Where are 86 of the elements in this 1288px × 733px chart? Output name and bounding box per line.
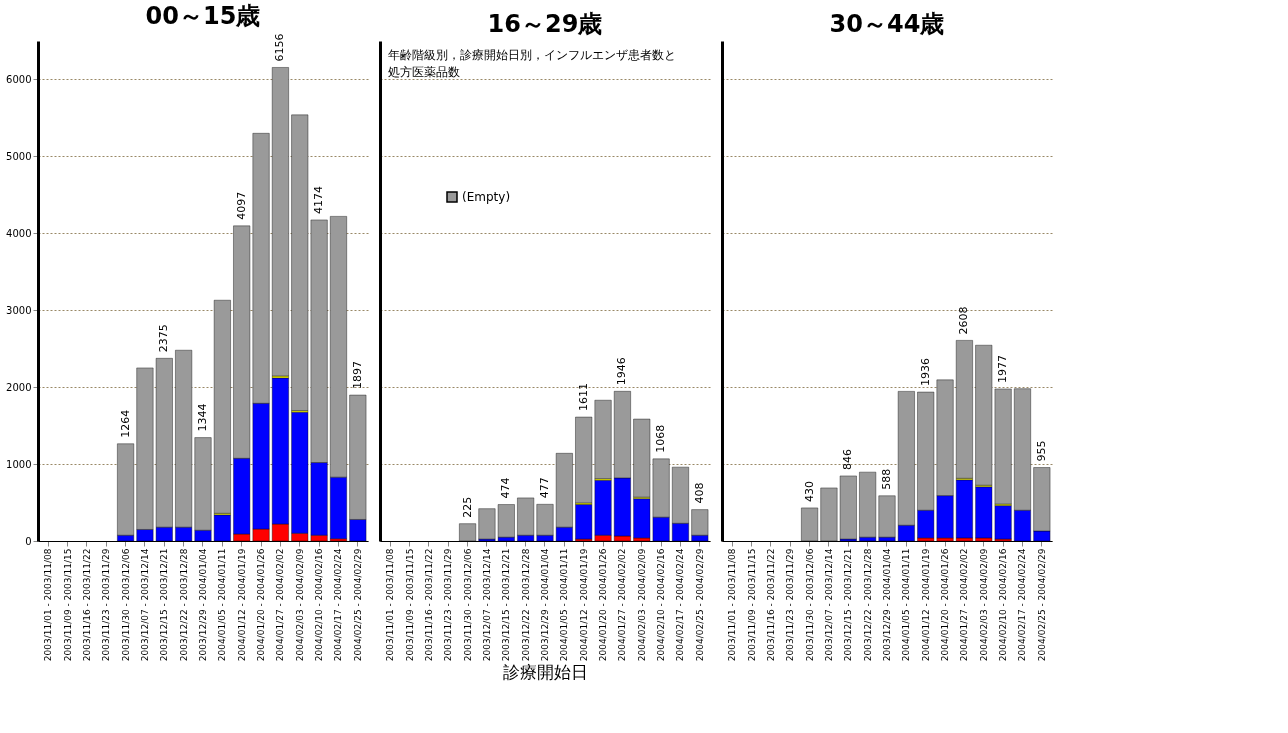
x-tick-label: 2003/11/01 - 2003/11/08 [43, 548, 54, 662]
total-label: 1977 [996, 354, 1010, 383]
total-label: 2375 [157, 324, 171, 353]
x-tick-label: 2003/11/16 - 2003/11/22 [81, 548, 92, 662]
x-tick-label: 2003/11/09 - 2003/11/15 [746, 548, 757, 662]
y-tick-label: 4000 [6, 227, 32, 239]
x-tick-label: 2003/12/22 - 2003/12/28 [178, 548, 189, 662]
x-tick-label: 2004/02/17 - 2004/02/24 [1017, 548, 1028, 662]
legend-label: (Empty) [462, 190, 511, 204]
x-tick-label: 2003/12/07 - 2003/12/14 [139, 548, 150, 662]
x-tick-label: 2003/11/30 - 2003/12/06 [120, 548, 131, 662]
x-tick-label: 2003/12/22 - 2003/12/28 [520, 548, 531, 662]
y-tick-label: 6000 [6, 73, 32, 85]
total-label: 588 [880, 468, 893, 490]
x-tick-label: 2004/02/03 - 2004/02/09 [978, 548, 989, 662]
annotation: 年齢階級別，診療開始日別，インフルエンザ患者数と [388, 48, 676, 62]
total-label: 6156 [273, 33, 287, 62]
x-tick-label: 2004/02/25 - 2004/02/29 [694, 548, 705, 662]
x-tick-label: 2003/11/23 - 2003/11/29 [443, 548, 454, 662]
x-tick-label: 2003/11/09 - 2003/11/15 [404, 548, 415, 662]
total-label: 4174 [312, 185, 326, 214]
x-tick-label: 2003/12/22 - 2003/12/28 [862, 548, 873, 662]
x-tick-label: 2003/11/09 - 2003/11/15 [62, 548, 73, 662]
x-tick-label: 2003/11/01 - 2003/11/08 [385, 548, 396, 662]
x-tick-label: 2003/11/23 - 2003/11/29 [101, 548, 112, 662]
x-tick-label: 2003/12/29 - 2004/01/04 [540, 548, 550, 662]
x-tick-label: 2004/01/20 - 2004/01/26 [256, 548, 267, 662]
total-label: 1264 [118, 409, 132, 438]
x-tick-label: 2004/02/17 - 2004/02/24 [675, 548, 686, 662]
y-tick-label: 3000 [6, 304, 32, 316]
x-tick-label: 2004/01/20 - 2004/01/26 [598, 548, 609, 662]
chart-title: 16～29歳 [487, 10, 603, 38]
y-tick-label: 5000 [6, 150, 32, 162]
x-tick-label: 2004/01/05 - 2004/01/11 [559, 548, 570, 662]
total-label: 1946 [615, 357, 629, 386]
total-label: 1936 [918, 358, 932, 387]
x-tick-label: 2003/12/29 - 2004/01/04 [198, 548, 208, 662]
total-label: 1897 [350, 361, 364, 390]
x-tick-label: 2004/02/10 - 2004/02/16 [656, 548, 667, 662]
x-tick-label: 2003/11/30 - 2003/12/06 [804, 548, 815, 662]
total-label: 477 [538, 477, 551, 499]
total-label: 430 [802, 480, 816, 502]
total-label: 225 [460, 496, 474, 518]
x-tick-label: 2004/02/03 - 2004/02/09 [294, 548, 305, 662]
y-tick-label: 2000 [6, 381, 32, 393]
chart-title: 30～44歳 [829, 10, 945, 38]
chart-title: 00～15歳 [145, 2, 261, 31]
x-tick-label: 2004/01/27 - 2004/02/02 [275, 548, 286, 662]
y-tick-label: 1000 [6, 458, 32, 470]
x-tick-label: 2004/02/25 - 2004/02/29 [352, 548, 363, 662]
total-label: 1344 [196, 403, 209, 432]
x-tick-label: 2004/02/17 - 2004/02/24 [333, 548, 344, 662]
x-tick-label: 2003/11/01 - 2003/11/08 [727, 548, 738, 662]
x-tick-label: 2003/12/15 - 2003/12/21 [501, 548, 512, 662]
total-label: 2608 [957, 306, 971, 335]
x-tick-label: 2003/11/30 - 2003/12/06 [462, 548, 473, 662]
x-tick-label: 2003/12/15 - 2003/12/21 [159, 548, 170, 662]
total-label: 4097 [234, 191, 248, 220]
x-tick-label: 2004/01/05 - 2004/01/11 [901, 548, 912, 662]
x-tick-label: 2003/12/29 - 2004/01/04 [882, 548, 892, 662]
x-tick-label: 2004/01/12 - 2004/01/19 [578, 548, 589, 662]
total-label: 474 [499, 477, 513, 499]
x-tick-label: 2003/12/15 - 2003/12/21 [843, 548, 854, 662]
x-tick-label: 2004/02/10 - 2004/02/16 [314, 548, 325, 662]
x-tick-label: 2004/01/20 - 2004/01/26 [940, 548, 951, 662]
x-axis-title: 診療開始日 [503, 662, 588, 683]
x-tick-label: 2003/11/16 - 2003/11/22 [765, 548, 776, 662]
total-label: 955 [1034, 440, 1048, 462]
total-label: 1068 [654, 424, 668, 453]
x-tick-label: 2003/11/23 - 2003/11/29 [785, 548, 796, 662]
total-label: 846 [841, 448, 855, 470]
y-tick-label: 0 [25, 535, 32, 547]
total-label: 408 [692, 482, 706, 504]
x-tick-label: 2004/02/25 - 2004/02/29 [1036, 548, 1047, 662]
total-label: 1611 [576, 383, 590, 412]
x-tick-label: 2003/11/16 - 2003/11/22 [423, 548, 434, 662]
x-tick-label: 2004/01/27 - 2004/02/02 [959, 548, 970, 662]
x-tick-label: 2004/01/05 - 2004/01/11 [217, 548, 228, 662]
x-tick-label: 2004/01/12 - 2004/01/19 [236, 548, 247, 662]
x-tick-label: 2004/02/10 - 2004/02/16 [998, 548, 1009, 662]
x-tick-label: 2004/01/12 - 2004/01/19 [920, 548, 931, 662]
x-tick-label: 2004/02/03 - 2004/02/09 [636, 548, 647, 662]
x-tick-label: 2003/12/07 - 2003/12/14 [481, 548, 492, 662]
x-tick-label: 2004/01/27 - 2004/02/02 [617, 548, 628, 662]
x-tick-label: 2003/12/07 - 2003/12/14 [823, 548, 834, 662]
annotation: 処方医薬品数 [388, 65, 460, 79]
